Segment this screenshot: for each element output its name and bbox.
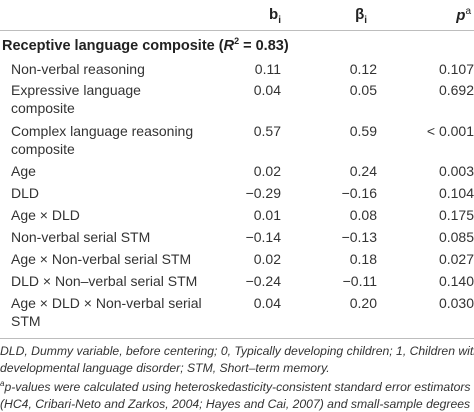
row-label: Expressive language composite <box>11 82 141 116</box>
column-header-beta: βi <box>355 6 367 26</box>
cell-p: 0.692 <box>438 82 474 98</box>
cell-b: −0.14 <box>245 229 281 245</box>
cell-beta: 0.59 <box>349 123 377 139</box>
cell-b: 0.57 <box>253 123 281 139</box>
section-title: Receptive language composite (R2 = 0.83) <box>2 36 289 54</box>
cell-b: −0.29 <box>245 185 281 201</box>
column-header-p: pa <box>456 6 471 24</box>
cell-p: 0.175 <box>438 207 474 223</box>
table-row: DLD −0.29 −0.16 0.104 <box>0 183 474 205</box>
cell-beta: 0.20 <box>349 295 377 311</box>
cell-p: 0.030 <box>438 295 474 311</box>
cell-b: 0.02 <box>253 251 281 267</box>
row-label: DLD <box>11 185 40 201</box>
footnote-abbreviations: DLD, Dummy variable, before centering; 0… <box>0 344 474 375</box>
row-label: Complex language reasoning composite <box>11 123 194 157</box>
table-row: Age 0.02 0.24 0.003 <box>0 161 474 183</box>
cell-p: 0.104 <box>438 185 474 201</box>
row-label: Age × DLD <box>11 207 80 223</box>
cell-b: 0.02 <box>253 163 281 179</box>
cell-b: 0.04 <box>253 295 281 311</box>
table-row: Complex language reasoning composite 0.57… <box>0 121 474 159</box>
table-row: DLD × Non–verbal serial STM −0.24 −0.11 … <box>0 271 474 293</box>
cell-p: 0.003 <box>438 163 474 179</box>
row-label: Non-verbal reasoning <box>11 61 145 77</box>
table-row: Expressive language composite 0.04 0.05 0… <box>0 80 474 118</box>
row-label: Non-verbal serial STM <box>11 229 151 245</box>
row-label: DLD × Non–verbal serial STM <box>11 273 198 289</box>
cell-beta: 0.12 <box>349 61 377 77</box>
footnote-p-values: ap-values were calculated using heterosk… <box>0 379 471 411</box>
cell-b: 0.11 <box>254 61 281 77</box>
cell-b: 0.04 <box>253 82 281 98</box>
cell-beta: −0.11 <box>342 273 377 289</box>
table-header: bi βi pa <box>0 0 474 31</box>
cell-beta: 0.05 <box>349 82 377 98</box>
cell-beta: −0.16 <box>341 185 377 201</box>
cell-b: −0.24 <box>245 273 281 289</box>
cell-p: 0.085 <box>438 229 474 245</box>
table-row: Age × DLD 0.01 0.08 0.175 <box>0 205 474 227</box>
column-header-b: bi <box>269 6 281 26</box>
cell-beta: 0.18 <box>349 251 377 267</box>
cell-b: 0.01 <box>253 207 281 223</box>
cell-p: < 0.001 <box>426 123 474 139</box>
cell-p: 0.107 <box>438 61 474 77</box>
cell-p: 0.027 <box>438 251 474 267</box>
cell-beta: −0.13 <box>341 229 377 245</box>
table-row: Non-verbal reasoning 0.11 0.12 0.107 <box>0 59 474 81</box>
row-label: Age × Non-verbal serial STM <box>11 251 192 267</box>
cell-beta: 0.24 <box>349 163 377 179</box>
row-label: Age × DLD × Non-verbal serial STM <box>11 295 202 329</box>
row-label: Age <box>11 163 36 179</box>
cell-p: 0.140 <box>438 273 474 289</box>
table-row: Age × DLD × Non-verbal serial STM 0.04 0.… <box>0 293 474 333</box>
table-bottom-rule <box>0 338 474 339</box>
table-row: Non-verbal serial STM −0.14 −0.13 0.085 <box>0 227 474 249</box>
table-row: Age × Non-verbal serial STM 0.02 0.18 0.… <box>0 249 474 271</box>
cell-beta: 0.08 <box>349 207 377 223</box>
